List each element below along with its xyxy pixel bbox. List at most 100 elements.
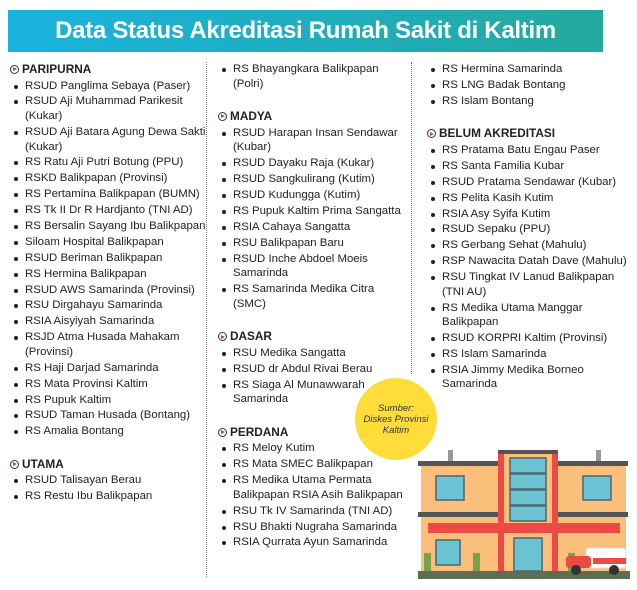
column-1: PARIPURNA RSUD Panglima Sebaya (Paser) RSU… [10, 62, 206, 522]
list-item: RSUD Aji Muhammad Parikesit (Kukar) [10, 94, 206, 123]
section-belum-akreditasi: BELUM AKREDITASI RS Pratama Batu Engau Pa… [427, 126, 632, 392]
hospital-list: RSU Medika Sangatta RSUD dr Abdul Rivai B… [218, 346, 408, 407]
hospital-list: RS Meloy Kutim RS Mata SMEC Balikpapan RS … [218, 441, 408, 550]
section-title: PARIPURNA [10, 62, 206, 77]
list-item: RS LNG Badak Bontang [427, 78, 632, 93]
page-title: Data Status Akreditasi Rumah Sakit di Ka… [55, 17, 556, 44]
section-title: BELUM AKREDITASI [427, 126, 632, 141]
section-label: PARIPURNA [22, 62, 92, 76]
list-item: RS Medika Utama Permata Balikpapan RSIA … [218, 473, 408, 502]
list-item: RS Hermina Balikpapan [10, 267, 206, 282]
section-dasar: DASAR RSU Medika Sangatta RSUD dr Abdul Ri… [218, 329, 408, 407]
list-item: RS Pratama Batu Engau Paser [427, 143, 632, 158]
list-item: RS Pupuk Kaltim Prima Sangatta [218, 204, 408, 219]
list-item: RSU Dirgahayu Samarinda [10, 298, 206, 313]
list-item: RSUD Taman Husada (Bontang) [10, 408, 206, 423]
list-item: RSU Bhakti Nugraha Samarinda [218, 520, 408, 535]
section-title: MADYA [218, 109, 408, 124]
list-item: RS Mata Provinsi Kaltim [10, 377, 206, 392]
section-title: DASAR [218, 329, 408, 344]
source-badge: Sumber: Diskes Provinsi Kaltim [355, 378, 437, 460]
list-item: RSUD Inche Abdoel Moeis Samarinda [218, 252, 408, 281]
list-item: RS Mata SMEC Balikpapan [218, 457, 408, 472]
hospital-list: RSUD Panglima Sebaya (Paser) RSUD Aji Muh… [10, 79, 206, 439]
list-item: Siloam Hospital Balikpapan [10, 235, 206, 250]
column-divider [411, 62, 412, 374]
list-item: RS Pertamina Balikpapan (BUMN) [10, 187, 206, 202]
play-circle-icon [218, 332, 227, 342]
section-continued: RS Hermina Samarinda RS LNG Badak Bontang… [427, 62, 632, 108]
section-label: MADYA [230, 109, 273, 124]
list-item: RSIA Cahaya Sangatta [218, 220, 408, 235]
list-item: RS Amalia Bontang [10, 424, 206, 439]
section-paripurna: PARIPURNA RSUD Panglima Sebaya (Paser) RSU… [10, 62, 206, 439]
list-item: RSIA Asy Syifa Kutim [427, 207, 632, 222]
list-item: RS Gerbang Sehat (Mahulu) [427, 238, 632, 253]
hospital-list: RS Bhayangkara Balikpapan (Polri) [218, 62, 408, 91]
column-2: RS Bhayangkara Balikpapan (Polri) MADYA RS… [218, 62, 408, 568]
list-item: RSUD KORPRI Kaltim (Provinsi) [427, 331, 632, 346]
section-perdana: PERDANA RS Meloy Kutim RS Mata SMEC Balikp… [218, 425, 408, 550]
list-item: RS Santa Familia Kubar [427, 159, 632, 174]
list-item: RSUD Sepaku (PPU) [427, 222, 632, 237]
section-continued: RS Bhayangkara Balikpapan (Polri) [218, 62, 408, 91]
list-item: RS Bersalin Sayang Ibu Balikpapan [10, 219, 206, 234]
list-item: RS Bhayangkara Balikpapan (Polri) [218, 62, 408, 91]
source-label: Sumber: [378, 402, 414, 414]
title-banner: Data Status Akreditasi Rumah Sakit di Ka… [8, 10, 603, 52]
list-item: RS Islam Bontang [427, 94, 632, 109]
list-item: RS Haji Darjad Samarinda [10, 361, 206, 376]
list-item: RS Tk II Dr R Hardjanto (TNI AD) [10, 203, 206, 218]
list-item: RSIA Jimmy Medika Borneo Samarinda [427, 363, 632, 392]
list-item: RS Siaga Al Munawwarah Samarinda [218, 378, 408, 407]
list-item: RSU Tingkat IV Lanud Balikpapan (TNI AU) [427, 270, 632, 299]
list-item: RSUD Pratama Sendawar (Kubar) [427, 175, 632, 190]
list-item: RS Samarinda Medika Citra (SMC) [218, 282, 408, 311]
section-title: PERDANA [218, 425, 408, 440]
list-item: RSJD Atma Husada Mahakam (Provinsi) [10, 330, 206, 359]
list-item: RSIA Aisyiyah Samarinda [10, 314, 206, 329]
list-item: RSUD Sangkulirang (Kutim) [218, 172, 408, 187]
column-3: RS Hermina Samarinda RS LNG Badak Bontang… [427, 62, 632, 410]
play-circle-icon [10, 459, 19, 469]
play-circle-icon [218, 111, 227, 121]
section-label: BELUM AKREDITASI [439, 126, 555, 141]
section-utama: UTAMA RSUD Talisayan Berau RS Restu Ibu Ba… [10, 457, 206, 504]
column-divider [206, 62, 207, 577]
list-item: RSUD Aji Batara Agung Dewa Sakti (Kukar) [10, 125, 206, 154]
list-item: RSKD Balikpapan (Provinsi) [10, 171, 206, 186]
hospital-list: RS Hermina Samarinda RS LNG Badak Bontang… [427, 62, 632, 108]
list-item: RSU Tk IV Samarinda (TNI AD) [218, 504, 408, 519]
list-item: RSUD Panglima Sebaya (Paser) [10, 79, 206, 94]
hospital-list: RS Pratama Batu Engau Paser RS Santa Fami… [427, 143, 632, 392]
list-item: RSUD AWS Samarinda (Provinsi) [10, 283, 206, 298]
section-label: PERDANA [230, 424, 289, 439]
list-item: RSU Balikpapan Baru [218, 236, 408, 251]
list-item: RS Meloy Kutim [218, 441, 408, 456]
list-item: RSIA Qurrata Ayun Samarinda [218, 535, 408, 550]
list-item: RS Restu Ibu Balikpapan [10, 489, 206, 504]
list-item: RS Pelita Kasih Kutim [427, 191, 632, 206]
hospital-illustration [418, 450, 630, 579]
play-circle-icon [10, 64, 19, 74]
list-item: RSUD Beriman Balikpapan [10, 251, 206, 266]
list-item: RS Islam Samarinda [427, 347, 632, 362]
list-item: RS Hermina Samarinda [427, 62, 632, 77]
list-item: RSUD Talisayan Berau [10, 473, 206, 488]
source-line2: Kaltim [382, 424, 410, 436]
list-item: RSUD Dayaku Raja (Kukar) [218, 156, 408, 171]
list-item: RS Medika Utama Manggar Balikpapan [427, 301, 632, 330]
play-circle-icon [218, 427, 227, 437]
section-title: UTAMA [10, 457, 206, 472]
list-item: RSUD Kudungga (Kutim) [218, 188, 408, 203]
list-item: RSU Medika Sangatta [218, 346, 408, 361]
list-item: RSUD Harapan Insan Sendawar (Kubar) [218, 126, 408, 155]
section-madya: MADYA RSUD Harapan Insan Sendawar (Kubar)… [218, 109, 408, 311]
list-item: RSUD dr Abdul Rivai Berau [218, 362, 408, 377]
list-item: RSP Nawacita Datah Dave (Mahulu) [427, 254, 632, 269]
source-line1: Diskes Provinsi [363, 413, 429, 425]
hospital-list: RSUD Talisayan Berau RS Restu Ibu Balikpa… [10, 473, 206, 503]
play-circle-icon [427, 129, 436, 139]
hospital-list: RSUD Harapan Insan Sendawar (Kubar) RSUD … [218, 126, 408, 312]
section-label: UTAMA [22, 456, 64, 471]
